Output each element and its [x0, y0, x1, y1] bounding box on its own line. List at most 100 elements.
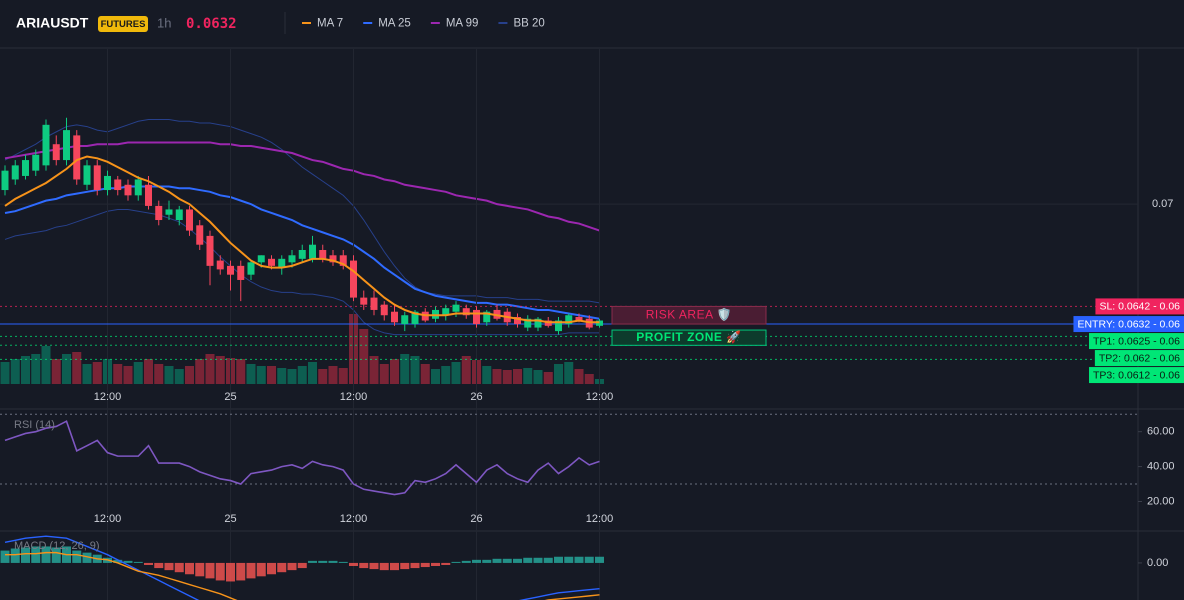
histogram-bar: [369, 562, 379, 570]
symbol[interactable]: ARIAUSDT: [16, 15, 89, 31]
legend-label: MA 25: [378, 18, 411, 30]
histogram-bar: [502, 558, 512, 563]
legend-label: MA 7: [317, 18, 343, 30]
volume-bar: [72, 352, 82, 384]
volume-bar: [297, 366, 307, 384]
y-tick-label: 0.07: [1152, 198, 1173, 210]
candle-body: [329, 255, 337, 263]
x-tick-label: 26: [470, 513, 482, 525]
level-tag-bg: [1073, 316, 1184, 333]
volume-bar: [31, 354, 41, 384]
histogram-bar: [523, 557, 533, 563]
candle-body: [483, 311, 491, 323]
level-tag: SL: 0.0642 - 0.06: [1099, 301, 1180, 313]
candle-body: [83, 165, 91, 185]
volume-bar: [185, 366, 194, 384]
volume-bar: [513, 369, 522, 384]
histogram-bar: [0, 550, 10, 563]
candle-body: [339, 255, 347, 266]
histogram-bar: [564, 556, 574, 563]
badge-bg: [98, 16, 148, 32]
histogram-bar: [308, 560, 317, 563]
candle-body: [268, 258, 275, 266]
histogram-bar: [318, 560, 328, 563]
last-price: 0.0632: [186, 16, 237, 32]
candle-body: [462, 308, 470, 316]
histogram-bar: [236, 562, 246, 581]
histogram-bar: [379, 562, 389, 571]
histogram-bar: [482, 559, 492, 563]
candle-body: [196, 225, 204, 245]
candle-body: [42, 124, 50, 166]
volume-bar: [328, 366, 338, 384]
candle-body: [165, 209, 173, 215]
candle-body: [575, 317, 583, 321]
candle-body: [411, 311, 419, 325]
volume-bar: [133, 362, 143, 384]
volume-bar: [523, 368, 533, 384]
histogram-bar: [420, 562, 430, 568]
x-tick-label: 12:00: [340, 391, 368, 403]
histogram-bar: [133, 561, 143, 563]
candle-body: [206, 235, 214, 266]
candle-body: [555, 320, 562, 332]
histogram-bar: [215, 562, 225, 581]
y-tick-label: 60.00: [1147, 426, 1175, 438]
volume-bar: [574, 369, 584, 384]
volume-bar: [420, 364, 430, 384]
volume-bar: [267, 366, 276, 384]
signal-line: [5, 551, 600, 600]
level-tag-bg: [1094, 350, 1184, 367]
volume-bar: [441, 366, 451, 384]
candle-body: [309, 244, 316, 259]
histogram-bar: [461, 560, 471, 563]
x-tick-label: 12:00: [94, 513, 122, 525]
candle-body: [298, 250, 306, 259]
candle-body: [114, 179, 122, 191]
candle-body: [52, 144, 60, 161]
volume-bar: [10, 359, 20, 384]
histogram-bar: [400, 562, 410, 570]
volume-bar: [195, 359, 205, 384]
risk-zone: [611, 305, 767, 325]
volume-bar: [256, 366, 266, 384]
histogram-bar: [72, 550, 82, 563]
interval[interactable]: 1h: [157, 15, 171, 30]
histogram-bar: [31, 546, 41, 563]
histogram-bar: [297, 562, 307, 569]
level-tag-bg: [1089, 333, 1184, 350]
volume-bar: [533, 370, 543, 384]
histogram-bar: [390, 562, 399, 571]
level-tag-bg: [1089, 367, 1184, 384]
histogram-bar: [277, 562, 287, 573]
volume-bar: [338, 368, 348, 384]
macd-line: [4, 535, 600, 600]
histogram-bar: [174, 562, 184, 573]
volume-bar: [461, 356, 471, 384]
candle-body: [134, 179, 142, 196]
volume-bar: [431, 369, 440, 384]
candles: [1, 117, 603, 335]
indicator-line: [4, 119, 600, 304]
candle-body: [145, 184, 152, 206]
volume-bar: [543, 372, 553, 384]
candle-body: [350, 260, 357, 298]
volume-bar: [236, 359, 246, 384]
histogram-bar: [41, 546, 51, 563]
volume-bar: [287, 369, 297, 384]
volume-bar: [390, 359, 399, 384]
x-tick-label: 12:00: [586, 391, 614, 403]
volume-bar: [21, 356, 30, 384]
legend-label: MA 99: [446, 18, 479, 30]
histogram-bar: [113, 559, 123, 563]
indicator-line: [4, 141, 600, 232]
candle-body: [124, 184, 132, 196]
candle-body: [534, 318, 542, 328]
candle-body: [237, 265, 245, 280]
histogram-bar: [226, 562, 235, 582]
volume-bar: [451, 362, 461, 384]
volume-bar: [277, 368, 287, 384]
histogram-bar: [328, 560, 338, 563]
volume-bar: [308, 362, 317, 384]
volume-bar: [359, 329, 369, 384]
